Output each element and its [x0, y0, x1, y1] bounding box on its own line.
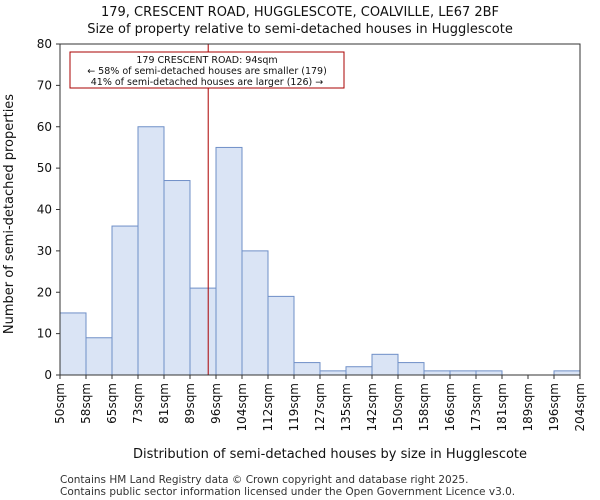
x-tick-label: 112sqm: [261, 383, 275, 431]
x-tick-label: 142sqm: [365, 383, 379, 431]
x-tick-label: 127sqm: [313, 383, 327, 431]
axis-frame: [59, 43, 581, 376]
footer-line-2: Contains public sector information licen…: [60, 486, 515, 498]
bar-104sqm: [241, 250, 269, 376]
x-tick-label: 58sqm: [79, 383, 93, 424]
x-tick-label: 73sqm: [131, 383, 145, 424]
y-tick-label: 70: [37, 78, 52, 92]
chart-subtitle: Size of property relative to semi-detach…: [87, 22, 513, 37]
y-axis-label: Number of semi-detached properties: [2, 94, 17, 334]
annotation-box: [69, 51, 345, 89]
x-ticks: 50sqm 58sqm 65sqm 73sqm 81sqm 89sqm 96sqm 104sq…: [53, 375, 587, 431]
bar-158sqm: [423, 370, 451, 376]
bar-50sqm: [59, 312, 87, 376]
annotation-line-3: 41% of semi-detached houses are larger (…: [91, 77, 324, 88]
x-tick-label: 181sqm: [495, 383, 509, 431]
bar-196sqm: [553, 370, 581, 376]
x-tick-label: 150sqm: [391, 383, 405, 431]
y-tick-label: 60: [37, 120, 52, 134]
x-tick-label: 166sqm: [443, 383, 457, 431]
chart-title: 179, CRESCENT ROAD, HUGGLESCOTE, COALVIL…: [101, 5, 499, 20]
bar-65sqm: [111, 225, 139, 376]
bar-96sqm: [215, 146, 243, 376]
y-tick-label: 10: [37, 327, 52, 341]
x-tick-label: 189sqm: [521, 383, 535, 431]
bar-173sqm: [475, 370, 503, 376]
y-tick-label: 80: [37, 37, 52, 51]
x-tick-label: 135sqm: [339, 383, 353, 431]
x-tick-label: 173sqm: [469, 383, 483, 431]
x-tick-label: 50sqm: [53, 383, 67, 424]
bar-89sqm: [189, 287, 217, 376]
y-tick-label: 20: [37, 285, 52, 299]
x-tick-label: 196sqm: [547, 383, 561, 431]
bar-150sqm: [397, 362, 425, 376]
bar-166sqm: [449, 370, 477, 376]
y-tick-label: 40: [37, 203, 52, 217]
bar-58sqm: [85, 337, 113, 376]
x-tick-label: 81sqm: [157, 383, 171, 424]
x-tick-label: 104sqm: [235, 383, 249, 431]
x-tick-label: 89sqm: [183, 383, 197, 424]
annotation-line-1: 179 CRESCENT ROAD: 94sqm: [136, 55, 277, 66]
bar-127sqm: [319, 370, 347, 376]
x-axis-label: Distribution of semi-detached houses by …: [133, 447, 527, 462]
bar-119sqm: [293, 362, 321, 376]
x-tick-label: 65sqm: [105, 383, 119, 424]
x-tick-label: 119sqm: [287, 383, 301, 431]
bar-81sqm: [163, 180, 191, 376]
bars: [59, 126, 581, 376]
bar-135sqm: [345, 366, 373, 376]
bar-73sqm: [137, 126, 165, 376]
bar-142sqm: [371, 353, 399, 376]
y-tick-label: 50: [37, 161, 52, 175]
x-tick-label: 158sqm: [417, 383, 431, 431]
footer-line-1: Contains HM Land Registry data © Crown c…: [60, 474, 468, 486]
annotation-line-2: ← 58% of semi-detached houses are smalle…: [87, 66, 327, 77]
x-tick-label: 96sqm: [209, 383, 223, 424]
y-tick-label: 0: [44, 368, 52, 382]
x-tick-label: 204sqm: [573, 383, 587, 431]
y-ticks: 0 10 20 30 40 50 60 70 80: [37, 37, 60, 382]
bar-112sqm: [267, 295, 295, 376]
y-tick-label: 30: [37, 244, 52, 258]
